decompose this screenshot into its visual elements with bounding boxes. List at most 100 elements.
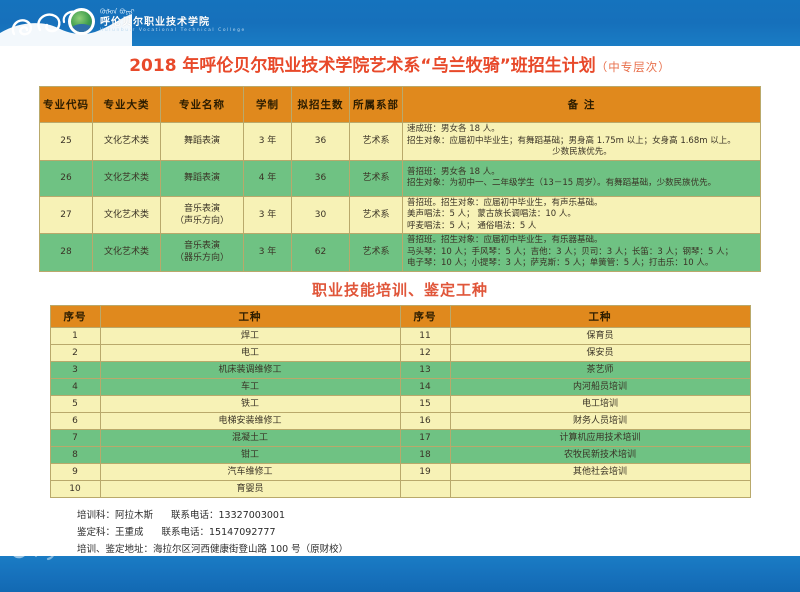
majors-cell-quota: 30 [291, 195, 350, 234]
trades-cell-trade-left: 机床装调维修工 [99, 360, 401, 379]
trades-cell-trade-right: 农牧民新技术培训 [449, 445, 751, 464]
trades-table: 序号 工种 序号 工种 1 焊工 11 保育员 2 电工 12 保安员 3 机床装调维修工 13 茶艺师 4 车… [49, 304, 751, 498]
trades-cell-no-left: 8 [49, 445, 101, 464]
training-dept-phone: 联系电话：13327003001 [171, 509, 286, 521]
trades-table-row: 7 混凝土工 17 计算机应用技术培训 [49, 428, 751, 447]
majors-table-row: 25 文化艺术类 舞蹈表演 3 年 36 艺术系 速成班：男女各 18 人。 招生对象：应届初… [39, 122, 761, 161]
page-title-text: 2018 年呼伦贝尔职业技术学院艺术系“乌兰牧骑”班招生计划 [129, 56, 596, 76]
majors-cell-name: 舞蹈表演 [160, 122, 244, 161]
trades-cell-trade-left: 育婴员 [99, 479, 401, 498]
remark-line: 普招班。招生对象：应届初中毕业生，有乐器基础。 [407, 235, 603, 245]
majors-header-cell-4: 拟招生数 [291, 86, 350, 123]
majors-header-cell-1: 专业大类 [92, 86, 161, 123]
majors-cell-name: 音乐表演 （声乐方向） [160, 195, 244, 234]
top-banner: ᠬᠥᠯᠥᠨ ᠪᠤᠶᠢᠷ 呼伦贝尔职业技术学院 Hulunbuir Vocatio… [0, 0, 800, 46]
majors-cell-duration: 3 年 [243, 195, 292, 234]
trades-table-row: 5 铁工 15 电工培训 [49, 394, 751, 413]
trades-cell-trade-left: 钳工 [99, 445, 401, 464]
page-title: 2018 年呼伦贝尔职业技术学院艺术系“乌兰牧骑”班招生计划（中专层次） [0, 55, 800, 78]
trades-table-row: 2 电工 12 保安员 [49, 343, 751, 362]
majors-cell-duration: 4 年 [243, 159, 292, 197]
trades-cell-trade-left: 车工 [99, 377, 401, 396]
logo-mongolian-text: ᠬᠥᠯᠥᠨ ᠪᠤᠶᠢᠷ [100, 8, 135, 17]
trades-table-row: 9 汽车维修工 19 其他社会培训 [49, 462, 751, 481]
trades-cell-no-left: 10 [49, 479, 101, 498]
trades-cell-no-left: 5 [49, 394, 101, 413]
trades-cell-no-right: 13 [399, 360, 451, 379]
trades-cell-no-left: 4 [49, 377, 101, 396]
section-title-trades: 职业技能培训、鉴定工种 [311, 280, 488, 299]
majors-cell-code: 26 [39, 159, 93, 197]
remark-line: 美声唱法：5 人； 蒙古族长调唱法：10 人。 [407, 209, 576, 219]
trades-cell-no-left: 2 [49, 343, 101, 362]
trades-header-cell-3: 工种 [449, 304, 751, 328]
majors-cell-category: 文化艺术类 [92, 195, 161, 234]
trades-cell-no-right: 16 [399, 411, 451, 430]
majors-cell-duration: 3 年 [243, 122, 292, 161]
majors-cell-dept: 艺术系 [349, 159, 403, 197]
majors-cell-code: 28 [39, 233, 93, 272]
trades-cell-trade-left: 电梯安装维修工 [99, 411, 401, 430]
page-title-subtitle: （中专层次） [595, 60, 671, 74]
remark-line: 呼麦唱法：5 人； 通俗唱法：5 人 [407, 220, 537, 231]
appraisal-dept-contact: 鉴定科：王重成 [77, 526, 144, 538]
trades-cell-trade-left: 焊工 [99, 326, 401, 345]
trades-cell-trade-left: 铁工 [99, 394, 401, 413]
trades-cell-trade-right: 保安员 [449, 343, 751, 362]
remark-line: 普招班：男女各 18 人。 [407, 166, 500, 177]
trades-cell-no-right: 18 [399, 445, 451, 464]
trades-table-row: 10 育婴员 [49, 479, 751, 498]
trades-table-row: 4 车工 14 内河船员培训 [49, 377, 751, 396]
trades-cell-trade-left: 汽车维修工 [99, 462, 401, 481]
trades-cell-no-right: 11 [399, 326, 451, 345]
majors-table-row: 27 文化艺术类 音乐表演 （声乐方向） 3 年 30 艺术系 普招班。招生对象：应届初中毕业… [39, 195, 761, 234]
majors-cell-code: 25 [39, 122, 93, 161]
majors-cell-category: 文化艺术类 [92, 159, 161, 197]
trades-header-cell-1: 工种 [99, 304, 401, 328]
trades-cell-no-left: 1 [49, 326, 101, 345]
trades-cell-no-left: 7 [49, 428, 101, 447]
trades-header-cell-0: 序号 [49, 304, 101, 328]
majors-header-cell-0: 专业代码 [39, 86, 93, 123]
contact-line-address: 培训、鉴定地址：海拉尔区河西健康街登山路 100 号（原财校） [77, 543, 349, 555]
page-content: 2018 年呼伦贝尔职业技术学院艺术系“乌兰牧骑”班招生计划（中专层次） 专业代… [0, 46, 800, 556]
majors-table-header-row: 专业代码 专业大类 专业名称 学制 拟招生数 所属系部备 注 [39, 86, 761, 123]
majors-cell-category: 文化艺术类 [92, 233, 161, 272]
trades-cell-trade-right: 内河船员培训 [449, 377, 751, 396]
majors-table-row: 28 文化艺术类 音乐表演 （器乐方向） 3 年 62 艺术系 普招班。招生对象：应届初中毕业… [39, 233, 761, 272]
contact-line-training: 培训科：阿拉木斯 联系电话：13327003001 [77, 507, 800, 524]
majors-cell-duration: 3 年 [243, 233, 292, 272]
trades-cell-trade-left: 混凝土工 [99, 428, 401, 447]
trades-cell-no-left: 6 [49, 411, 101, 430]
remark-line: 招生对象：应届初中毕业生；有舞蹈基础；男身高 1.75m 以上；女身高 1.68… [407, 135, 736, 146]
trades-cell-no-right: 15 [399, 394, 451, 413]
training-dept-contact: 培训科：阿拉木斯 [77, 509, 154, 521]
trades-cell-trade-right: 其他社会培训 [449, 462, 751, 481]
trades-table-row: 8 钳工 18 农牧民新技术培训 [49, 445, 751, 464]
trades-table-row: 3 机床装调维修工 13 茶艺师 [49, 360, 751, 379]
remark-line: 招生对象：为初中一、二年级学生（13－15 周岁）。有舞蹈基础，少数民族优先。 [407, 178, 717, 188]
trades-cell-no-right: 12 [399, 343, 451, 362]
trades-cell-trade-right: 财务人员培训 [449, 411, 751, 430]
majors-cell-name: 音乐表演 （器乐方向） [160, 233, 244, 272]
majors-cell-dept: 艺术系 [349, 195, 403, 234]
majors-cell-dept: 艺术系 [349, 122, 403, 161]
logo-chinese-name: 呼伦贝尔职业技术学院 [100, 17, 210, 29]
bottom-banner [0, 556, 800, 592]
contact-info: 培训科：阿拉木斯 联系电话：13327003001 鉴定科：王重成 联系电话：151… [77, 507, 800, 558]
trades-table-row: 1 焊工 11 保育员 [49, 326, 751, 345]
trades-cell-trade-right: 茶艺师 [449, 360, 751, 379]
majors-header-cell-5: 所属系部 [349, 86, 403, 123]
trades-cell-trade-right [449, 479, 751, 498]
majors-table-row: 26 文化艺术类 舞蹈表演 4 年 36 艺术系 普招班：男女各 18 人。 招生对象：为初中… [39, 159, 761, 197]
majors-cell-remark: 普招班。招生对象：应届初中毕业生，有乐器基础。 马头琴：10 人；手风琴：5 人；… [402, 233, 761, 272]
majors-cell-quota: 36 [291, 122, 350, 161]
majors-header-cell-6: 备 注 [402, 86, 761, 123]
remark-line: 电子琴：10 人；小提琴：3 人；萨克斯：5 人；单簧管：5 人；打击乐：10 … [407, 258, 714, 268]
remark-line: 少数民族优先。 [552, 147, 612, 157]
trades-cell-trade-right: 电工培训 [449, 394, 751, 413]
trades-table-header-row: 序号 工种 序号 工种 [49, 304, 751, 328]
majors-header-cell-3: 学制 [243, 86, 292, 123]
college-emblem-icon [68, 8, 95, 35]
remark-line: 速成班：男女各 18 人。 [407, 124, 500, 134]
